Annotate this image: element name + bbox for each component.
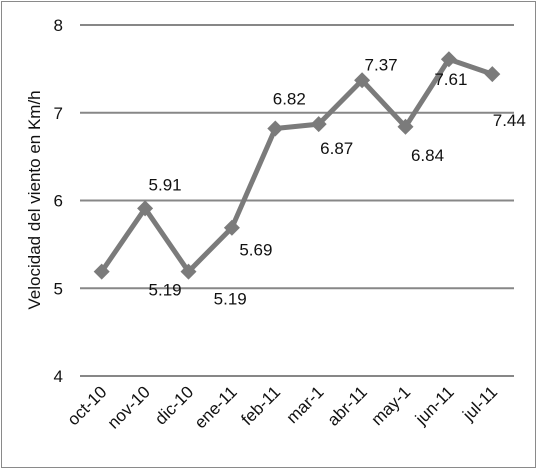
data-point-marker [484, 66, 501, 83]
data-label: 5.69 [239, 241, 272, 260]
series-line [99, 56, 494, 275]
x-tick-label: jun-11 [411, 382, 458, 429]
x-tick-label: may-1 [367, 382, 414, 429]
y-tick-label: 4 [54, 367, 63, 386]
data-point-marker [310, 116, 327, 133]
data-point-marker [397, 118, 414, 135]
data-label: 5.91 [149, 175, 182, 194]
data-label: 5.19 [149, 281, 182, 300]
data-point-marker [354, 72, 371, 89]
x-tick-label: dic-10 [151, 382, 197, 428]
x-tick-label: jul-11 [458, 382, 501, 425]
data-point-marker [137, 200, 154, 217]
data-point-marker [180, 263, 197, 280]
x-tick-label: oct-10 [64, 382, 111, 429]
x-tick-label: ene-11 [191, 382, 241, 432]
data-label: 7.44 [493, 111, 526, 130]
y-tick-label: 5 [54, 279, 63, 298]
data-label: 6.87 [320, 139, 353, 158]
data-label: 7.61 [434, 70, 467, 89]
y-tick-label: 6 [54, 192, 63, 211]
x-tick-label: mar-1 [283, 382, 328, 427]
data-label: 6.84 [411, 146, 444, 165]
data-labels: 5.91 5.69 6.82 6.87 7.37 6.84 7.61 7.44 5.19 5.19 [149, 55, 526, 308]
y-tick-label: 7 [54, 104, 63, 123]
y-axis-label: Velocidad del viento en Km/h [25, 90, 44, 309]
y-tick-label: 8 [54, 16, 63, 35]
x-axis-ticks: oct-10nov-10dic-10ene-11feb-11mar-1abr-1… [64, 382, 501, 432]
data-label: 7.37 [365, 55, 398, 74]
data-label: 6.82 [273, 90, 306, 109]
x-tick-label: nov-10 [104, 382, 154, 432]
x-tick-label: abr-11 [324, 382, 371, 429]
data-point-marker [93, 263, 110, 280]
data-point-marker [267, 120, 284, 137]
gridlines [80, 24, 514, 377]
data-label: 5.19 [214, 290, 247, 309]
x-tick-label: feb-11 [237, 382, 284, 429]
series-line-path [99, 56, 494, 275]
y-axis-ticks: 4 5 6 7 8 [54, 16, 63, 386]
series-markers [93, 51, 501, 280]
data-point-marker [223, 219, 240, 236]
data-point-marker [440, 51, 457, 68]
